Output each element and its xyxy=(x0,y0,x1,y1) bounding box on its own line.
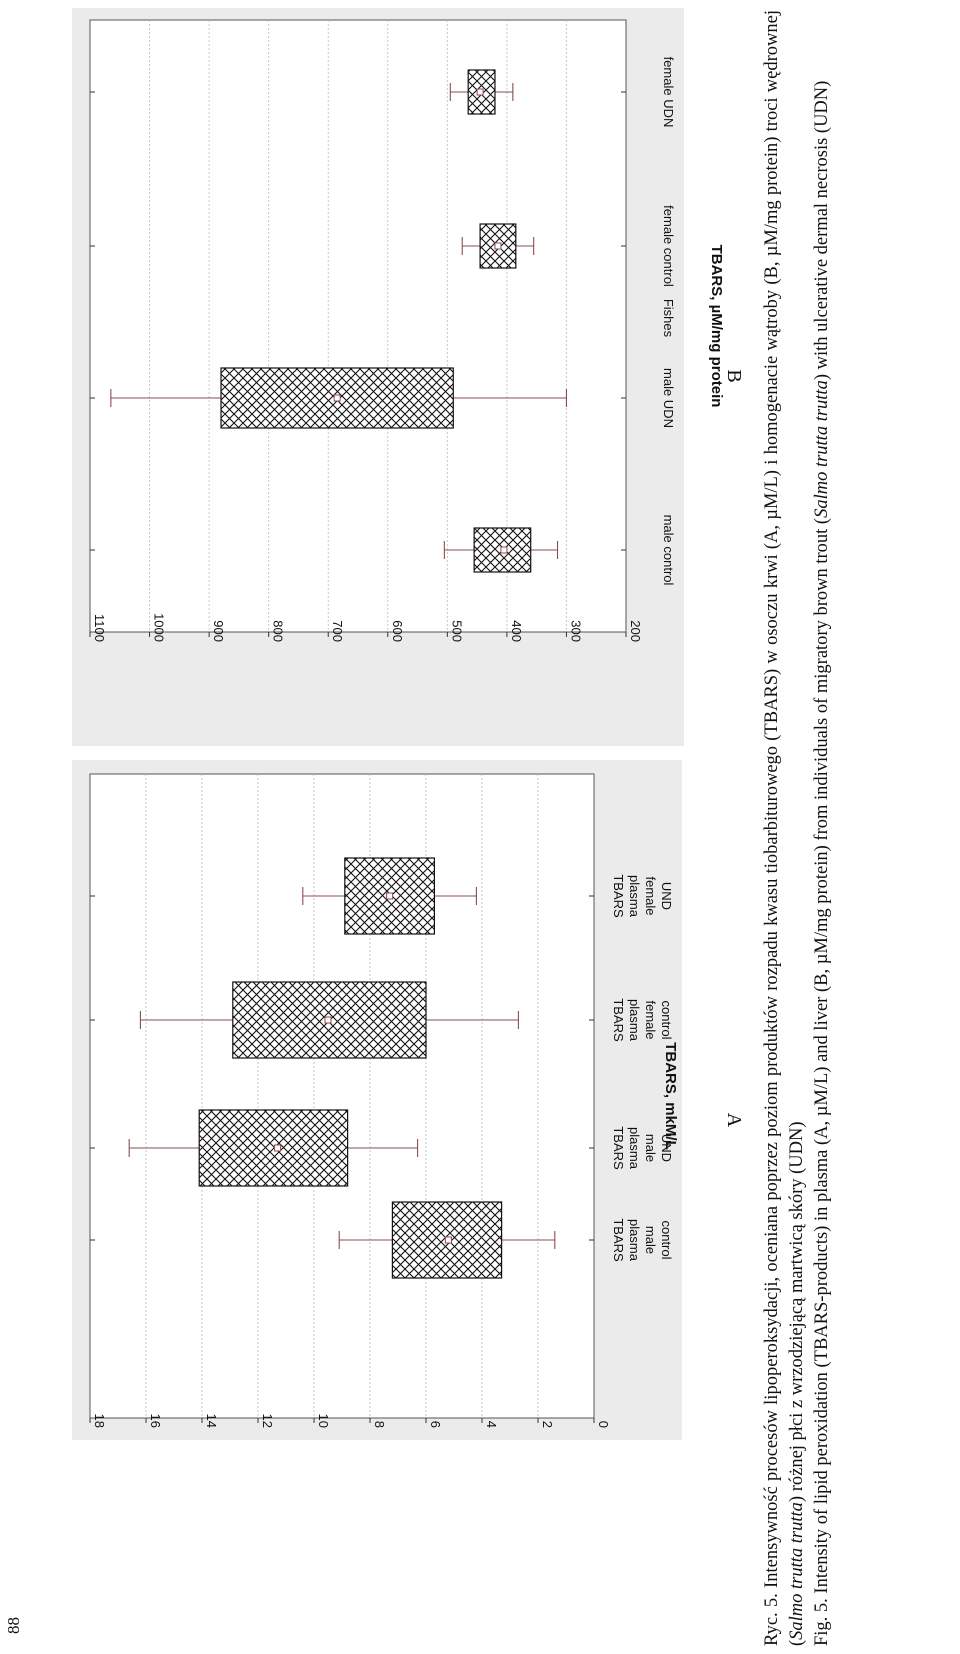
caption-english: Fig. 5. Intensity of lipid peroxidation … xyxy=(810,10,835,1646)
y-tick-label: 8 xyxy=(372,1421,387,1428)
box-4 xyxy=(302,857,477,935)
y-tick-label: 18 xyxy=(92,1414,107,1428)
category-label: plasma xyxy=(627,1219,642,1262)
box-2 xyxy=(128,1109,419,1187)
caption-english-part3: ) with ulcerative dermal necrosis (UDN) xyxy=(812,80,832,381)
y-tick-label: 14 xyxy=(204,1414,219,1428)
box-1 xyxy=(338,1201,556,1279)
category-label: TBARS xyxy=(611,1126,626,1170)
box-body xyxy=(198,1109,349,1187)
category-label: plasma xyxy=(627,1127,642,1170)
category-label: female xyxy=(643,876,658,915)
y-tick-label: 500 xyxy=(449,620,464,642)
y-tick-label: 400 xyxy=(509,620,524,642)
y-tick-label: 6 xyxy=(428,1421,443,1428)
median-marker xyxy=(476,88,484,96)
caption-polish-species: Salmo trutta trutta xyxy=(787,1502,807,1640)
median-marker xyxy=(494,242,502,250)
y-tick-label: 800 xyxy=(271,620,286,642)
category-label: plasma xyxy=(627,999,642,1042)
y-tick-label: 1100 xyxy=(92,614,107,642)
caption-polish: Ryc. 5. Intensywność procesów lipoperoks… xyxy=(760,10,810,1646)
category-label: plasma xyxy=(627,875,642,918)
median-marker xyxy=(333,394,341,402)
figure-caption: Ryc. 5. Intensywność procesów lipoperoks… xyxy=(760,10,835,1646)
y-axis-title: TBARS, mkM/L xyxy=(662,1042,679,1150)
category-label: control xyxy=(659,1000,674,1039)
box-2 xyxy=(110,367,567,429)
box-3 xyxy=(461,223,535,269)
y-tick-label: 2 xyxy=(540,1421,555,1428)
chart-b: 200 300 400 500 600 700 800 900 1000 1100 TBARS, µ… xyxy=(89,19,745,642)
median-marker xyxy=(386,892,394,900)
category-label: female UDN xyxy=(661,57,676,128)
caption-english-species: Salmo trutta trutta xyxy=(812,380,832,518)
y-axis-title: TBARS, µM/mg protein xyxy=(708,245,725,408)
page-number: 88 xyxy=(4,1617,23,1634)
category-label: UND xyxy=(659,1134,674,1162)
panel-letter: B xyxy=(723,369,745,382)
y-tick-label: 900 xyxy=(211,620,226,642)
box-body xyxy=(220,367,454,429)
category-label: male xyxy=(643,1226,658,1254)
box-1 xyxy=(443,527,559,573)
box-3 xyxy=(139,981,519,1059)
category-label: TBARS xyxy=(611,1218,626,1262)
median-marker xyxy=(444,1236,452,1244)
y-tick-label: 0 xyxy=(596,1421,611,1428)
y-tick-label: 1000 xyxy=(152,613,167,642)
y-tick-label: 700 xyxy=(330,620,345,642)
category-label: male control xyxy=(661,515,676,586)
y-tick-label: 300 xyxy=(568,620,583,642)
y-tick-label: 200 xyxy=(628,620,643,642)
x-axis-title: Fishes xyxy=(661,299,676,338)
caption-polish-part3: ) różnej płci z wrzodziejącą martwicą sk… xyxy=(787,1121,807,1503)
category-label: TBARS xyxy=(611,998,626,1042)
y-tick-label: 12 xyxy=(260,1414,275,1428)
box-4 xyxy=(449,69,514,115)
category-label: male xyxy=(643,1134,658,1162)
plot-area xyxy=(89,19,627,633)
median-marker xyxy=(324,1016,332,1024)
category-label: male UDN xyxy=(661,368,676,428)
caption-english-part1: Fig. 5. Intensity of lipid peroxidation … xyxy=(812,517,832,1646)
y-tick-label: 10 xyxy=(316,1414,331,1428)
y-tick-label: 600 xyxy=(390,620,405,642)
y-tick-label: 16 xyxy=(148,1414,163,1428)
panel-letter: A xyxy=(723,1113,745,1128)
median-marker xyxy=(274,1144,282,1152)
category-label: UND xyxy=(659,882,674,910)
category-label: control xyxy=(659,1220,674,1259)
category-label: TBARS xyxy=(611,874,626,918)
y-tick-label: 4 xyxy=(484,1421,499,1428)
category-label: female control xyxy=(661,205,676,287)
category-label: female xyxy=(643,1000,658,1039)
median-marker xyxy=(500,546,508,554)
plot-area xyxy=(89,773,595,1419)
